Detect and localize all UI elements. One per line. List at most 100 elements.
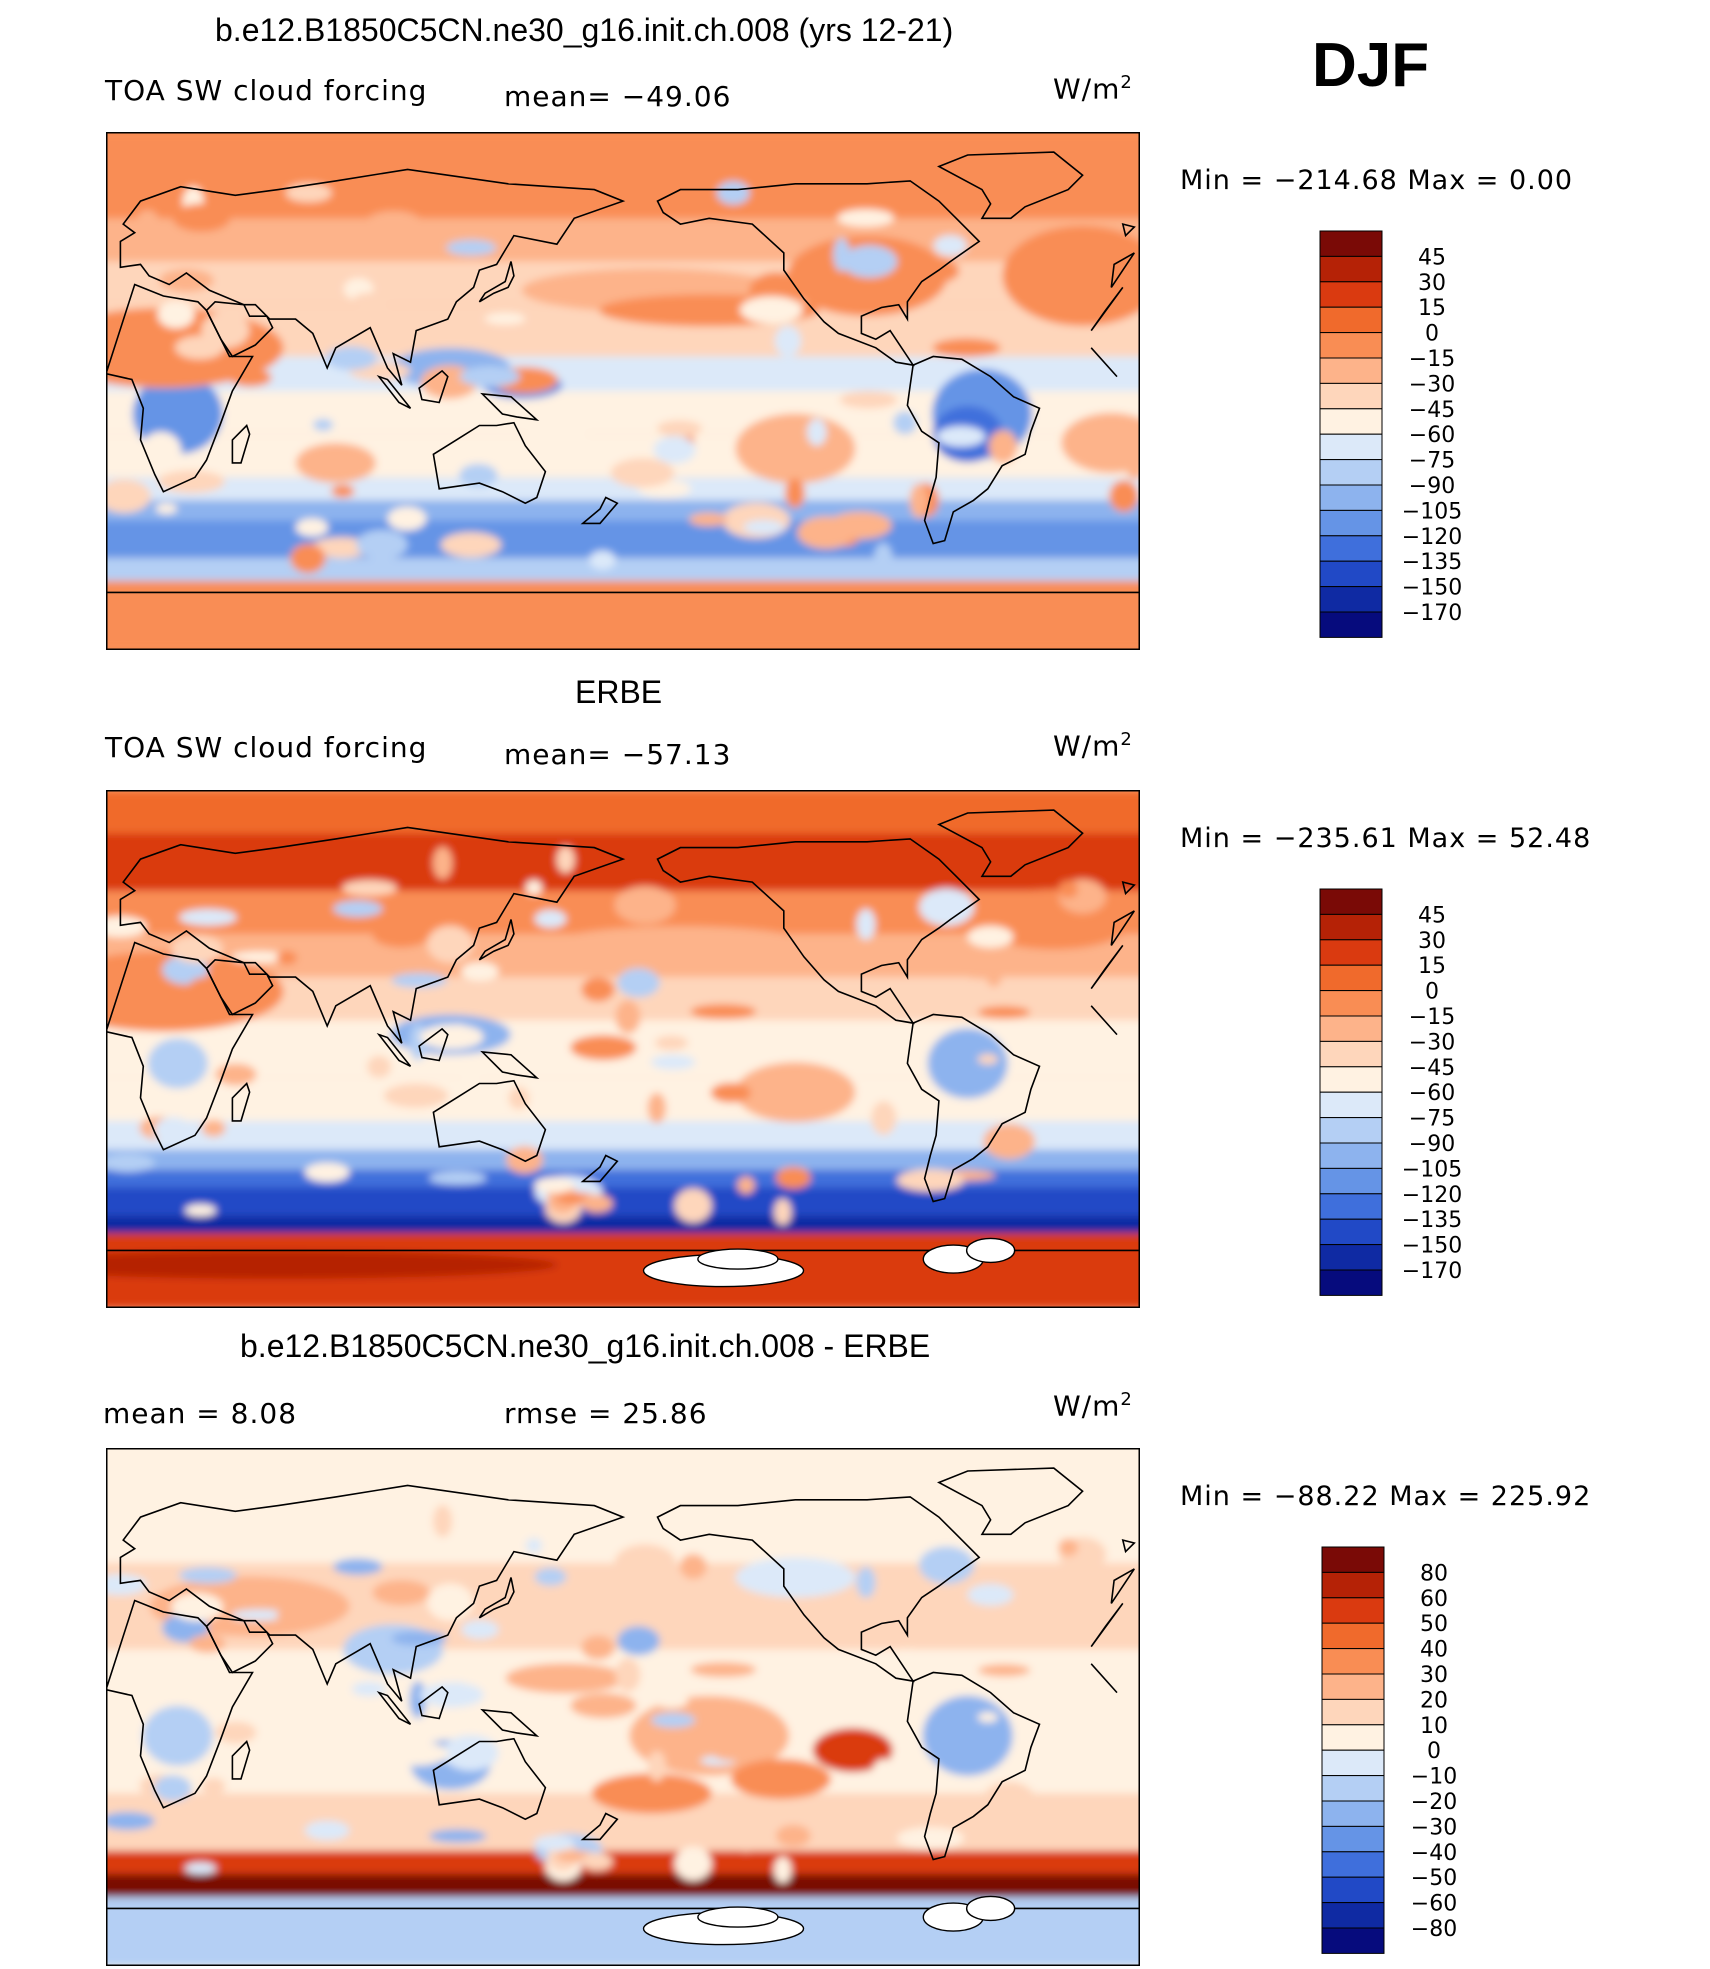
- missing-data-patch: [965, 1237, 1016, 1264]
- field-speckle: [304, 1820, 350, 1841]
- field-speckle: [419, 1024, 484, 1050]
- panel-2-mean-label: mean= −57.13: [504, 738, 732, 771]
- field-speckle: [581, 1635, 615, 1660]
- field-speckle: [351, 1681, 387, 1697]
- colorbar-tick-label: −135: [1402, 1208, 1462, 1233]
- colorbar-tick-label: −30: [1409, 1030, 1455, 1055]
- field-speckle: [331, 484, 355, 498]
- field-speckle: [189, 1634, 226, 1653]
- field-band: [106, 1120, 1140, 1150]
- coastline-japan: [478, 919, 515, 961]
- coastline-europe_asia: [119, 826, 626, 1044]
- colorbar-tick-label: −30: [1411, 1815, 1457, 1840]
- colorbar-tick-label: −150: [1402, 576, 1462, 601]
- field-speckle: [654, 1035, 689, 1051]
- field-speckle: [432, 1504, 453, 1538]
- colorbar-swatch: [1321, 1927, 1385, 1954]
- colorbar-tick-label: 50: [1420, 1612, 1448, 1637]
- field-speckle: [839, 391, 898, 409]
- field-speckle: [459, 463, 498, 488]
- field-speckle: [440, 532, 502, 558]
- field-speckle: [372, 921, 431, 948]
- field-blob: [735, 413, 856, 484]
- colorbar-swatch: [1319, 230, 1383, 257]
- field-band: [106, 1187, 1140, 1216]
- field-speckle: [342, 880, 398, 896]
- coastline-madagascar: [231, 424, 251, 464]
- coastline-uk: [1121, 222, 1136, 238]
- colorbar-tick-label: 15: [1418, 954, 1446, 979]
- colorbar-tick-label: 60: [1420, 1587, 1448, 1612]
- field-speckle: [106, 916, 147, 938]
- field-blob: [295, 442, 376, 483]
- panel-3-title: b.e12.B1850C5CN.ne30_g16.init.ch.008 - E…: [240, 1328, 931, 1364]
- coastline-australia: [432, 1737, 547, 1821]
- field-speckle: [614, 1544, 676, 1582]
- field-speckle: [918, 888, 975, 926]
- field-speckle: [806, 418, 827, 446]
- colorbar-tick-label: −75: [1409, 1107, 1455, 1132]
- panel-3-mean-label: mean = 8.08: [103, 1397, 298, 1430]
- field-speckle: [295, 518, 329, 537]
- field-speckle: [215, 1063, 257, 1086]
- field-speckle: [690, 1662, 757, 1678]
- field-speckle: [525, 880, 543, 895]
- coastline-newguinea: [480, 1708, 540, 1737]
- coastline-samerica: [906, 355, 1041, 545]
- field-speckle: [171, 934, 224, 964]
- field-speckle: [615, 1658, 641, 1692]
- map-coastlines: [106, 809, 1140, 1252]
- field-blob: [147, 1038, 208, 1089]
- field-speckle: [895, 1648, 920, 1676]
- field-speckle: [873, 542, 893, 577]
- field-speckle: [581, 1194, 613, 1213]
- colorbar-swatch: [1319, 484, 1383, 511]
- colorbar-tick-label: 10: [1420, 1714, 1448, 1739]
- field-speckle: [674, 1188, 712, 1223]
- field-speckle: [775, 1824, 811, 1847]
- field-speckle: [140, 431, 182, 470]
- field-speckle: [153, 1775, 192, 1802]
- field-band: [106, 833, 1140, 891]
- colorbar-swatch: [1321, 1851, 1385, 1878]
- field-blob: [927, 1028, 1008, 1099]
- coastline-australia: [432, 1079, 547, 1163]
- panel-3-units-label: W/m2: [1053, 1389, 1133, 1423]
- field-speckle: [290, 543, 326, 574]
- coastline-africa: [106, 941, 254, 1151]
- colorbar-swatch: [1319, 459, 1383, 486]
- coastline-borneo: [418, 1027, 449, 1062]
- colorbar-swatch: [1319, 1269, 1383, 1296]
- field-speckle: [179, 1566, 237, 1584]
- field-speckle: [689, 512, 728, 527]
- field-speckle: [679, 895, 707, 921]
- field-blob: [142, 1705, 213, 1766]
- panel-1-minmax: Min = −214.68 Max = 0.00: [1180, 165, 1574, 196]
- field-band: [106, 1215, 1140, 1234]
- coastline-greenland: [937, 151, 1084, 220]
- field-band: [106, 500, 1140, 521]
- colorbar-swatch: [1319, 357, 1383, 384]
- field-blob: [505, 1663, 626, 1694]
- coastline-africa: [106, 283, 254, 493]
- colorbar-swatch: [1319, 1040, 1383, 1068]
- coastline-borneo: [418, 1685, 449, 1720]
- field-speckle: [106, 479, 151, 513]
- field-speckle: [967, 925, 1014, 948]
- panel-1-map: [106, 132, 1140, 650]
- colorbar-swatch: [1321, 1825, 1385, 1853]
- map-field: [106, 1448, 1140, 1966]
- colorbar-swatch: [1321, 1546, 1385, 1573]
- field-band: [106, 477, 1140, 501]
- coastline-sumatra: [376, 1690, 412, 1726]
- colorbar-swatch: [1319, 560, 1383, 588]
- colorbar-tick-label: −20: [1411, 1790, 1457, 1815]
- field-band: [106, 1169, 1140, 1188]
- map-coastlines: [106, 151, 1140, 594]
- field-speckle: [550, 175, 574, 208]
- field-band: [106, 1850, 1140, 1874]
- field-speckle: [508, 1086, 530, 1110]
- field-speckle: [525, 1538, 543, 1553]
- coastline-europe_asia: [119, 168, 626, 386]
